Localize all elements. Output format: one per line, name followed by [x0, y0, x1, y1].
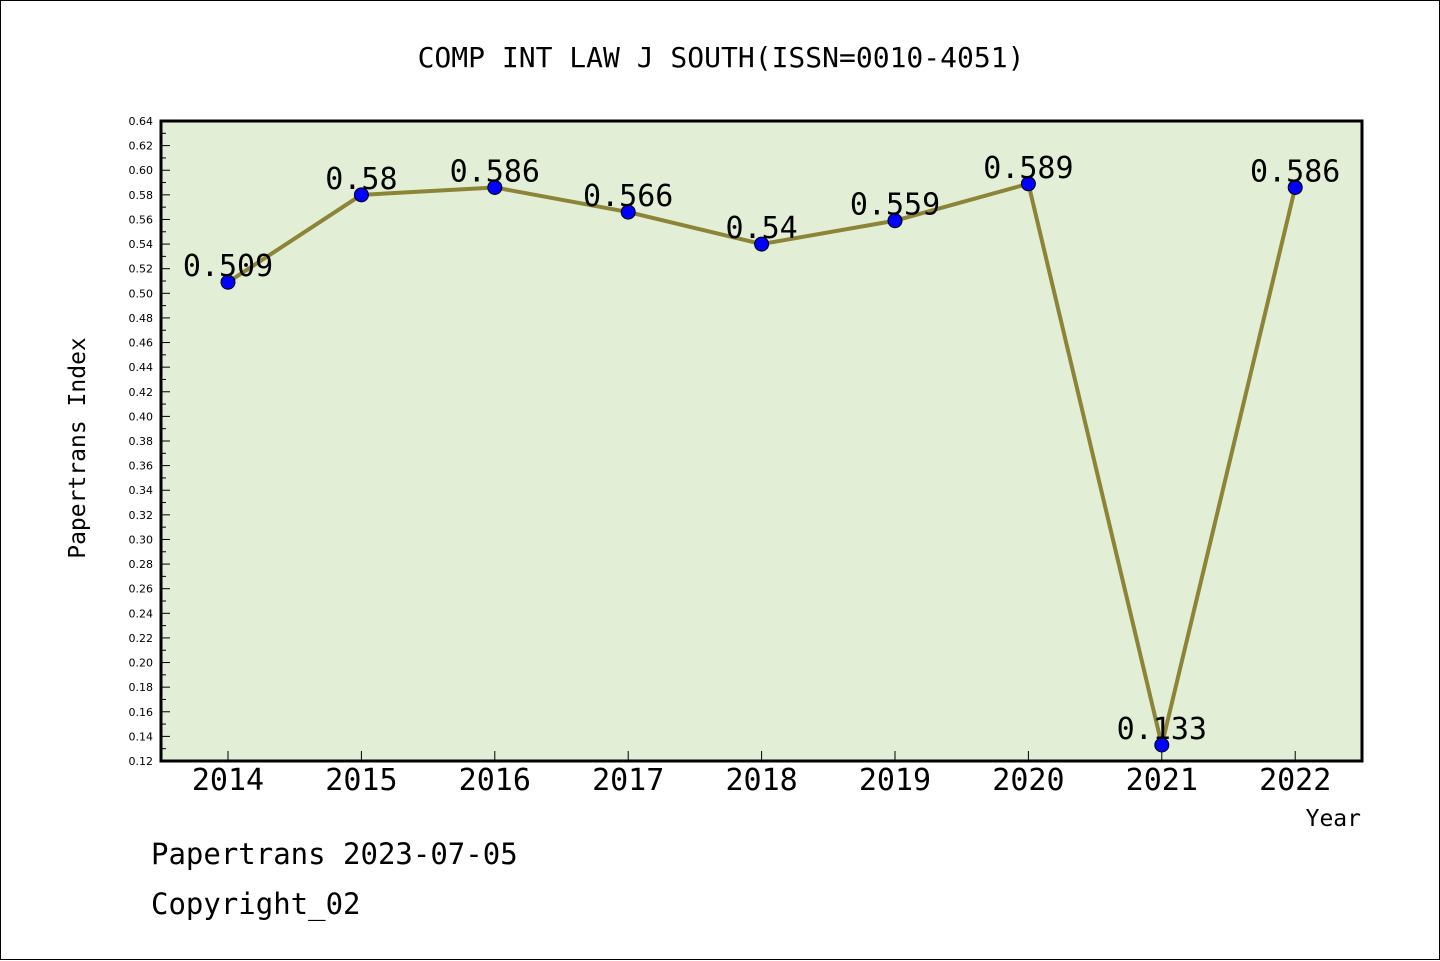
y-tick-label: 0.22	[129, 632, 154, 645]
y-tick-label: 0.24	[129, 607, 154, 620]
data-point	[220, 274, 236, 290]
y-tick-label: 0.20	[129, 657, 154, 670]
data-point	[620, 204, 636, 220]
y-tick-label: 0.52	[129, 263, 154, 276]
chart-title: COMP INT LAW J SOUTH(ISSN=0010-4051)	[418, 41, 1025, 74]
y-tick-label: 0.64	[129, 115, 154, 128]
y-tick-label: 0.18	[129, 681, 154, 694]
data-point	[887, 213, 903, 229]
data-point	[353, 187, 369, 203]
y-tick-label: 0.56	[129, 213, 154, 226]
data-point	[1287, 179, 1303, 195]
y-tick-label: 0.30	[129, 533, 154, 546]
x-tick-label: 2017	[592, 763, 664, 798]
y-tick-label: 0.12	[129, 755, 154, 768]
x-tick-label: 2014	[192, 763, 264, 798]
y-tick-label: 0.32	[129, 509, 154, 522]
y-tick-label: 0.28	[129, 558, 154, 571]
y-tick-label: 0.46	[129, 337, 154, 350]
x-tick-label: 2022	[1259, 763, 1331, 798]
x-tick-label: 2019	[859, 763, 931, 798]
data-label: 0.54	[725, 211, 797, 246]
y-tick-label: 0.34	[129, 484, 154, 497]
x-tick-label: 2015	[325, 763, 397, 798]
y-tick-label: 0.58	[129, 189, 154, 202]
y-axis: 0.12 0.14 0.16 0.18 0.20 0.22 0.24 0.26 0.28 0.30…	[129, 115, 170, 768]
footer-copyright: Copyright_02	[151, 887, 361, 921]
x-axis-label: Year	[1306, 806, 1361, 832]
data-point	[1154, 737, 1170, 753]
y-tick-label: 0.54	[129, 238, 154, 251]
data-label: 0.509	[183, 249, 273, 284]
y-tick-label: 0.40	[129, 410, 154, 423]
y-tick-label: 0.38	[129, 435, 154, 448]
y-tick-label: 0.62	[129, 140, 154, 153]
y-axis-label: Papertrans Index	[65, 337, 91, 559]
data-label: 0.133	[1117, 712, 1207, 747]
data-label: 0.586	[1250, 154, 1340, 189]
y-tick-label: 0.48	[129, 312, 154, 325]
data-point	[487, 179, 503, 195]
data-label: 0.589	[983, 151, 1073, 186]
footer-date: Papertrans 2023-07-05	[151, 837, 518, 871]
data-point	[1020, 176, 1036, 192]
data-point	[754, 236, 770, 252]
x-tick-label: 2021	[1126, 763, 1198, 798]
y-tick-label: 0.42	[129, 386, 154, 399]
y-tick-label: 0.26	[129, 583, 154, 596]
data-label: 0.559	[850, 188, 940, 223]
data-label: 0.586	[450, 154, 540, 189]
x-axis: 2014 2015 2016 2017 2018 2019 2020 2021 2022	[192, 751, 1331, 798]
data-label: 0.566	[583, 179, 673, 214]
data-label: 0.58	[325, 162, 397, 197]
y-tick-label: 0.50	[129, 287, 154, 300]
x-tick-label: 2016	[459, 763, 531, 798]
data-labels: 0.509 0.58 0.586 0.566 0.54 0.559 0.589 0.133 0.…	[183, 151, 1341, 747]
y-tick-label: 0.60	[129, 164, 154, 177]
y-tick-label: 0.16	[129, 706, 154, 719]
data-series	[220, 176, 1303, 753]
x-tick-label: 2020	[992, 763, 1064, 798]
y-tick-label: 0.36	[129, 460, 154, 473]
x-tick-label: 2018	[725, 763, 797, 798]
plot-area	[159, 119, 1364, 763]
y-tick-label: 0.44	[129, 361, 154, 374]
y-tick-label: 0.14	[129, 730, 154, 743]
